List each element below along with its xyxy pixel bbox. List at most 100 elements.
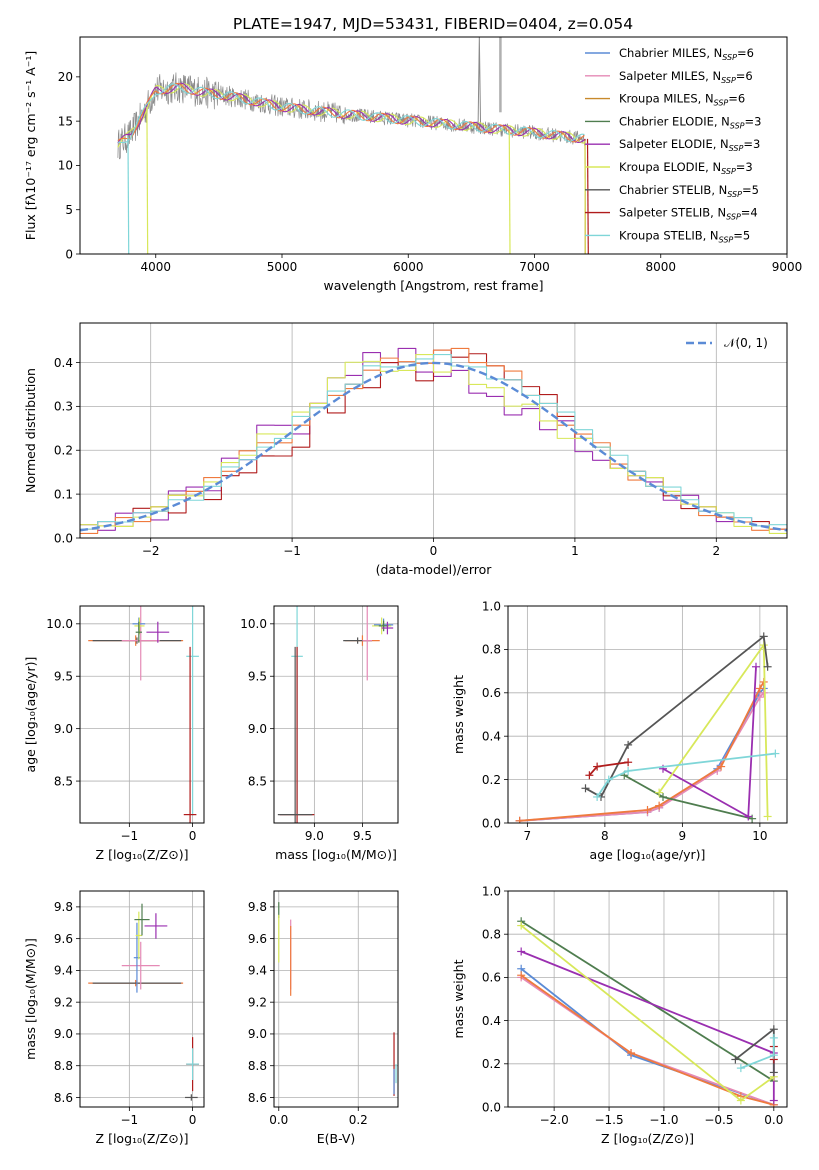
errorbar-point [381,621,394,635]
errorbar-point [134,903,150,936]
y-tick-label: 9.0 [54,1027,73,1041]
x-axis-label: E(B-V) [317,1131,356,1146]
x-tick-label: −1 [283,544,301,558]
x-tick-label: 9.0 [305,829,324,843]
plot-area [117,37,589,254]
x-tick-label: 7 [524,829,532,843]
emission-line [477,37,482,128]
errorbar-point [121,606,160,681]
x-axis-label: (data-model)/error [376,562,493,577]
model-dip-line [586,138,589,254]
errorbar-point [121,941,160,990]
y-tick-label: 9.0 [248,722,267,736]
y-tick-label: 0.2 [482,773,501,787]
axes-border [273,605,399,824]
x-tick-label: 10 [752,829,767,843]
legend-label-eq: =6 [728,92,745,106]
y-axis-label: Flux [fλ10⁻¹⁷ erg cm⁻² s⁻¹ A⁻¹] [23,51,38,240]
y-tick-label: 0.4 [54,356,73,370]
y-tick-label: 8.5 [248,774,267,788]
axes-frame: −1 0 8.6 8.8 9.0 9.2 9.4 9.6 9.8 Z [log₁₀(Z/Z⊙)] m… [23,890,205,1146]
x-tick-label: 1 [571,544,579,558]
legend-label-sub: SSP [714,99,729,108]
y-tick-label: 9.6 [248,932,267,946]
x-axis-label: mass [log₁₀(M/M⊙)] [275,847,397,862]
axes-frame: 4000 5000 6000 7000 8000 9000 0 5 10 15 20 waveleng… [23,36,802,293]
x-tick-label: −1 [120,1113,138,1127]
x-tick-label: 0.2 [349,1113,368,1127]
sky-residual-bar [499,37,502,113]
legend-label-sub: SSP [729,144,744,153]
model-dip-line [508,130,511,254]
x-tick-label: 0.0 [269,1113,288,1127]
y-tick-label: 0.0 [54,531,73,545]
y-tick-label: 20 [58,70,73,84]
errorbar-point [186,1048,199,1080]
y-tick-label: 0.4 [482,1014,501,1028]
legend-label-eq: =3 [743,137,760,151]
axes-frame: −1 0 8.5 9.0 9.5 10.0 Z [log₁₀(Z/Z⊙)] age [log₁… [23,605,205,862]
y-tick-label: 1.0 [482,599,501,613]
y-tick-label: 0.8 [482,928,501,942]
legend-label-sub: SSP [721,167,736,176]
y-tick-label: 0.0 [482,816,501,830]
y-tick-label: 8.5 [54,774,73,788]
x-axis-label: Z [log₁₀(Z/Z⊙)] [96,1131,189,1146]
y-axis-label: Normed distribution [23,368,38,493]
y-tick-label: 8.8 [248,1059,267,1073]
y-tick-label: 10.0 [46,617,73,631]
mass-weight-line [520,968,775,1106]
plot-area [517,917,778,1107]
legend-label: Kroupa STELIB, NSSP=5 [619,228,750,244]
x-tick-label: −1.0 [649,1113,678,1127]
plot-area [88,903,199,1101]
errorbar-point [135,621,142,643]
residuals-panel: −2 −1 0 1 2 0.0 0.1 0.2 0.3 0.4 (data-model)/error… [23,322,788,577]
errorbar-point [185,1094,198,1101]
axes-frame: 7 8 9 10 0.0 0.2 0.4 0.6 0.8 1.0 age [log₁₀(age/yr… [451,599,788,862]
legend-label: Kroupa ELODIE, NSSP=3 [619,160,753,176]
mass-weight-line [520,924,775,1102]
y-tick-label: 0.1 [54,487,73,501]
x-tick-label: 0 [189,829,197,843]
legend-label: Chabrier ELODIE, NSSP=3 [619,114,761,130]
mass-vs-metallicity-panel: −1 0 8.6 8.8 9.0 9.2 9.4 9.6 9.8 Z [log₁₀(Z/Z⊙)] m… [23,890,205,1146]
x-axis-label: Z [log₁₀(Z/Z⊙)] [601,1131,694,1146]
y-tick-label: 0 [65,247,73,261]
errorbar-point [378,620,389,632]
y-tick-label: 5 [65,203,73,217]
x-tick-label: −2 [142,544,160,558]
legend-label-eq: =4 [741,206,758,220]
model-dip-line [146,106,149,254]
errorbar-point [146,621,170,643]
legend-label-eq: =5 [742,183,759,197]
y-tick-label: 9.4 [54,964,73,978]
x-tick-label: −2.0 [540,1113,569,1127]
legend-label: Chabrier STELIB, NSSP=5 [619,183,759,199]
errorbar-point [277,646,313,823]
y-tick-label: 0.3 [54,400,73,414]
y-tick-label: 9.4 [248,964,267,978]
legend-label-eq: =6 [737,46,754,60]
mass-weight-line [520,920,775,1082]
plot-area [277,606,394,823]
axes-frame: −2 −1 0 1 2 0.0 0.1 0.2 0.3 0.4 (data-model)/error… [23,322,788,577]
data-spectrum-line [117,72,586,160]
mass-weight-line [519,681,765,822]
errorbar-point [183,646,197,823]
axes-border [273,890,399,1108]
x-tick-label: −0.5 [704,1113,733,1127]
age-vs-metallicity-panel: −1 0 8.5 9.0 9.5 10.0 Z [log₁₀(Z/Z⊙)] age [log₁… [23,605,205,862]
axes-frame: −2.0 −1.5 −1.0 −0.5 0.0 0.0 0.2 0.4 0.6 0.8 1.0 Z [… [451,884,788,1146]
model-spectrum-line [117,82,585,144]
x-axis-label: Z [log₁₀(Z/Z⊙)] [96,847,189,862]
legend-label-sub: SSP [722,53,737,62]
y-tick-label: 8.6 [54,1091,73,1105]
legend-label-eq: =3 [736,160,753,174]
x-tick-label: 9.5 [353,829,372,843]
legend-label-sub: SSP [719,235,734,244]
plot-area [80,347,787,534]
errorbar-point [134,617,145,635]
spectrum-panel: 4000 5000 6000 7000 8000 9000 0 5 10 15 20 waveleng… [23,36,802,293]
y-tick-label: 9.8 [248,900,267,914]
